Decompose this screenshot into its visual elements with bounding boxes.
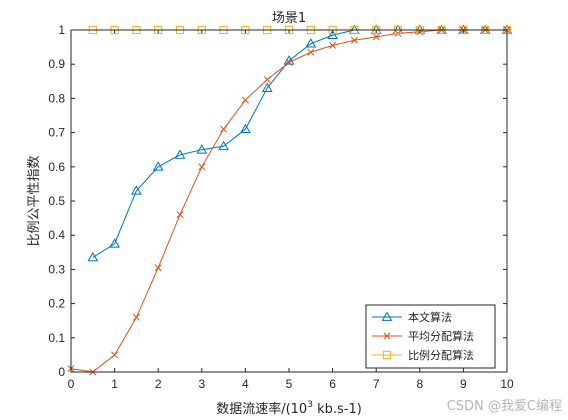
- legend-label: 本文算法: [408, 310, 452, 324]
- x-tick-label: 5: [286, 377, 293, 391]
- data-point: [176, 211, 184, 219]
- x-tick-label: 2: [155, 377, 162, 391]
- x-tick-label: 4: [242, 377, 249, 391]
- x-axis-label-main: 数据流速率/(10: [216, 401, 307, 417]
- x-tick-label: 0: [68, 377, 75, 391]
- y-tick-label: 0.1: [48, 331, 65, 345]
- data-point: [152, 161, 164, 171]
- legend-marker: [381, 311, 393, 321]
- plot-frame: [70, 29, 508, 373]
- x-axis-label-exponent: 3: [307, 400, 313, 410]
- x-tick-label: 1: [111, 377, 118, 391]
- data-point: [132, 313, 140, 321]
- data-point: [263, 76, 271, 84]
- data-point: [241, 96, 249, 104]
- x-tick-label: 6: [329, 377, 336, 391]
- y-tick-label: 0.4: [48, 228, 65, 242]
- chart-title: 场景1: [272, 11, 306, 26]
- data-point: [218, 140, 229, 151]
- legend-item: 平均分配算法: [372, 329, 474, 343]
- x-axis-label: 数据流速率/(103 kb.s-1): [216, 400, 362, 417]
- data-point: [327, 29, 338, 40]
- y-tick-label: 0.3: [48, 262, 65, 276]
- legend-item: 比例分配算法: [372, 348, 474, 362]
- y-tick-label: 0.7: [48, 126, 65, 140]
- data-point: [305, 38, 317, 48]
- data-point: [87, 251, 99, 262]
- x-tick-label: 3: [198, 377, 205, 391]
- y-axis-label: 比例公平性指数: [27, 155, 42, 246]
- data-point: [131, 185, 142, 195]
- data-point: [307, 48, 315, 56]
- data-point: [198, 163, 206, 171]
- x-tick-label: 7: [373, 377, 380, 391]
- data-point: [196, 144, 208, 154]
- data-point: [154, 264, 162, 272]
- y-tick-label: 0: [58, 365, 65, 379]
- y-tick-labels: 0 0.1 0.2 0.3 0.4 0.5 0.6 0.7 0.8 0.9 1: [48, 23, 65, 379]
- legend-label: 比例分配算法: [408, 348, 474, 362]
- x-tick-label: 10: [500, 377, 514, 391]
- legend-item: 本文算法: [372, 310, 452, 324]
- watermark: CSDN @我爱C编程: [447, 399, 562, 414]
- data-point: [372, 33, 380, 41]
- y-tick-label: 1: [58, 23, 65, 37]
- data-point: [174, 149, 186, 159]
- legend-label: 平均分配算法: [408, 329, 474, 343]
- x-tick-label: 8: [416, 377, 423, 391]
- data-point: [261, 82, 273, 93]
- data-point: [240, 123, 251, 134]
- y-tick-label: 0.5: [48, 194, 65, 208]
- y-tick-label: 0.6: [48, 160, 65, 174]
- data-point: [329, 41, 337, 49]
- legend-marker: [383, 332, 391, 340]
- x-axis-label-tail: kb.s-1): [313, 402, 362, 417]
- x-tick-label: 9: [460, 377, 467, 391]
- data-point: [220, 125, 228, 133]
- data-point: [285, 58, 293, 66]
- y-tick-label: 0.9: [48, 57, 65, 71]
- data-point: [109, 238, 120, 248]
- legend-marker: [382, 350, 392, 360]
- x-tick-labels: 0 1 2 3 4 5 6 7 8 9 10: [68, 377, 514, 391]
- data-point: [111, 351, 119, 359]
- y-tick-label: 0.2: [48, 297, 65, 311]
- data-point: [350, 36, 358, 44]
- y-tick-label: 0.8: [48, 91, 65, 105]
